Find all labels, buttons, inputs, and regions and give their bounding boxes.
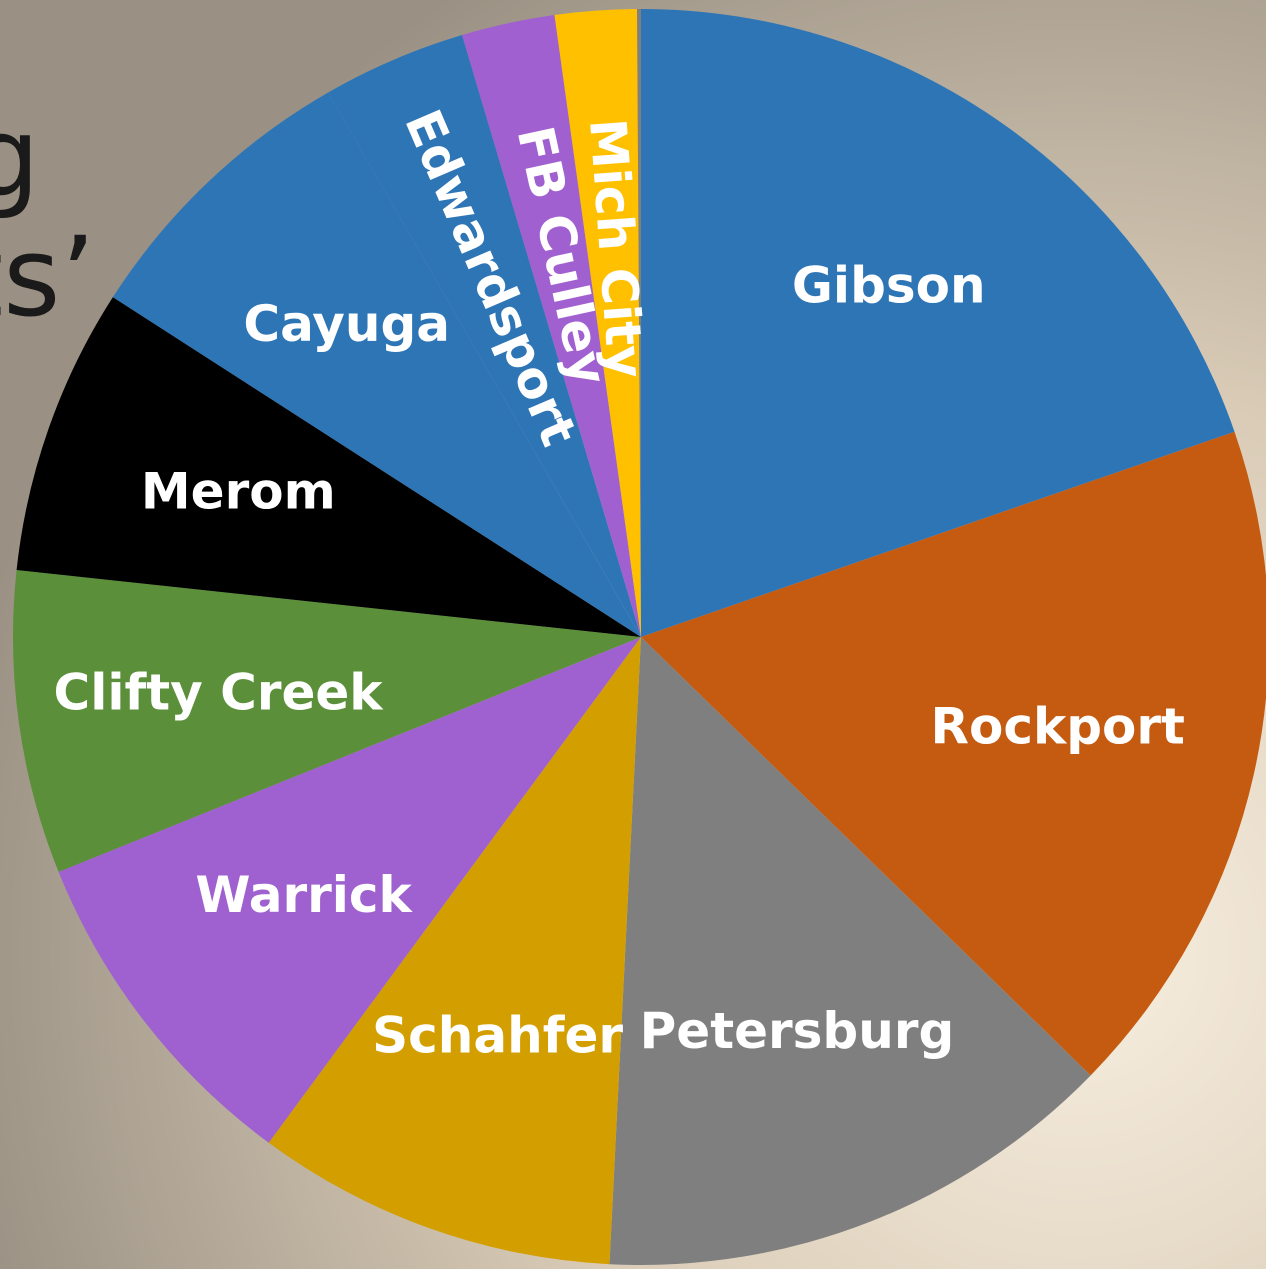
slice-label: Schahfer	[372, 1007, 623, 1065]
slice-label: Warrick	[195, 866, 413, 924]
slice-label: Gibson	[792, 257, 986, 315]
slice-label: Merom	[141, 462, 336, 520]
slice-label: Cayuga	[243, 295, 450, 353]
page: g ts’ Gibson Rockport Petersburg Schahfer Wa…	[0, 0, 1266, 1269]
chart: g ts’ Gibson Rockport Petersburg Schahfer Wa…	[0, 0, 1266, 1269]
slice-label: Petersburg	[640, 1002, 955, 1060]
slice-label: Clifty Creek	[54, 663, 385, 721]
background-text: g	[0, 93, 40, 221]
background-text: ts’	[0, 213, 95, 341]
slice-label: Rockport	[931, 698, 1185, 756]
pie: Gibson Rockport Petersburg Schahfer Warrick C…	[13, 9, 1266, 1265]
